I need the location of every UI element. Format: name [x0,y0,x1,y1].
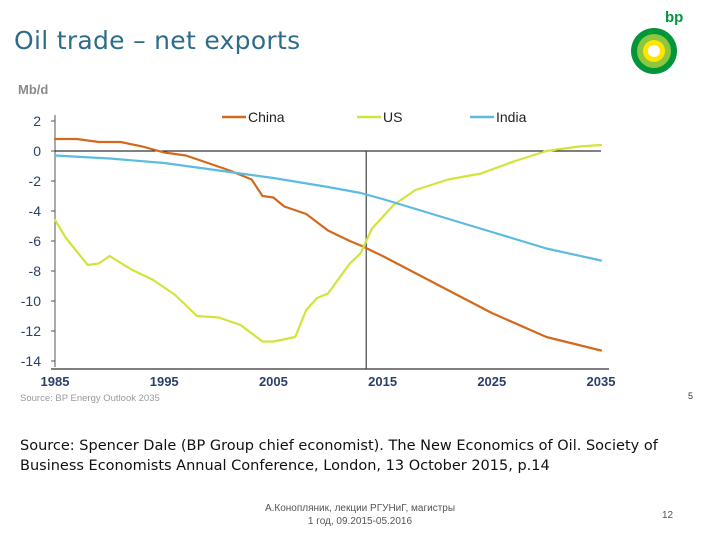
y-tick-label: -4 [29,203,42,219]
series-line-india [53,154,603,262]
source-citation: Source: Spencer Dale (BP Group chief eco… [20,438,658,474]
page-mark: 5 [688,391,694,401]
legend-label-us: US [383,109,402,125]
bp-helios-logo [631,28,677,74]
y-axis-label: Mb/d [18,82,48,97]
x-tick-label: 2035 [587,374,616,389]
x-tick-label: 2015 [368,374,397,389]
y-tick-label: -10 [21,293,41,309]
x-tick-label: 2025 [477,374,506,389]
legend-label-china: China [248,109,285,125]
y-tick-label: 0 [33,143,41,159]
y-tick-label: -2 [29,173,42,189]
bp-logo-text: bp [665,9,684,26]
footer-line-2: 1 год, 09.2015-05.2016 [307,516,413,527]
series-line-us [53,143,603,343]
footer-credit: А.Конопляник, лекции РГУНиГ, магистры 1 … [240,502,480,528]
series-line-china [53,137,603,352]
y-tick-label: -8 [29,263,42,279]
chart-source-note: Source: BP Energy Outlook 2035 [20,393,160,404]
legend-label-india: India [496,109,527,125]
x-tick-label: 1985 [41,374,70,389]
slide-title: Oil trade – net exports [14,26,301,55]
y-tick-label: -14 [21,353,41,369]
slide-number: 12 [662,510,674,521]
y-tick-label: 2 [33,113,41,129]
helios-rays [631,28,677,74]
x-tick-label: 1995 [150,374,179,389]
x-tick-label: 2005 [259,374,288,389]
y-tick-label: -6 [29,233,42,249]
footer-line-1: А.Конопляник, лекции РГУНиГ, магистры [264,503,456,514]
y-tick-label: -12 [21,323,41,339]
